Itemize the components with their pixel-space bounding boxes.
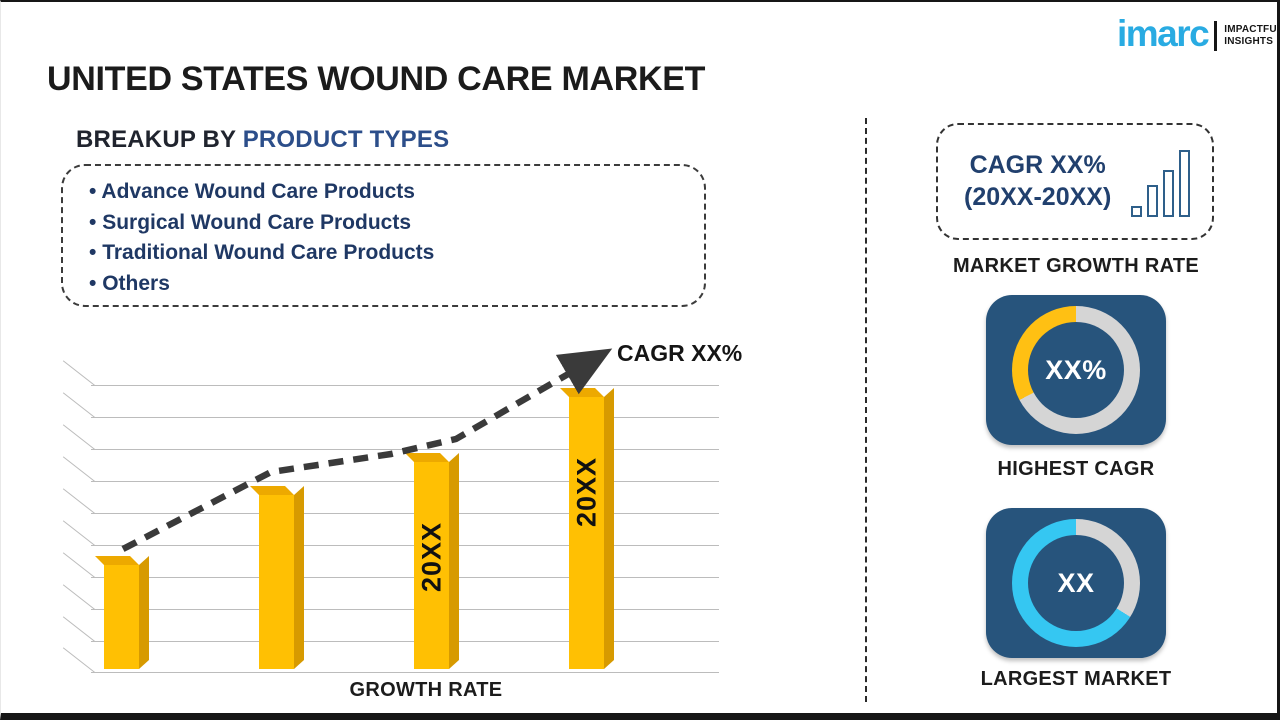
highest-cagr-donut: XX% (1012, 306, 1140, 434)
product-types-box: Advance Wound Care Products Surgical Wou… (61, 164, 706, 307)
list-item: Others (89, 269, 704, 300)
logo-tagline-line2: INSIGHTS (1224, 35, 1274, 47)
growth-rate-chart: 20XX 20XX (37, 342, 741, 702)
gridline (91, 545, 719, 546)
growth-box-line2: (20XX-20XX) (964, 182, 1112, 211)
list-item: Surgical Wound Care Products (89, 208, 704, 239)
section-heading: BREAKUP BY PRODUCT TYPES (76, 126, 449, 154)
gridline (91, 641, 719, 642)
imarc-logo-wordmark: imarc (1117, 13, 1210, 54)
highest-cagr-value: XX% (1045, 354, 1107, 385)
gridline (91, 417, 719, 418)
largest-market-value: XX (1057, 567, 1095, 598)
gridline (91, 609, 719, 610)
largest-market-tile: XX (986, 508, 1166, 658)
logo-divider (1214, 20, 1218, 51)
growth-box-text: CAGR XX% (20XX-20XX) (964, 150, 1111, 213)
section-heading-highlight: PRODUCT TYPES (242, 126, 450, 153)
largest-market-donut: XX (1012, 519, 1140, 647)
x-axis-label: GROWTH RATE (349, 679, 503, 701)
icon-bar (1131, 205, 1142, 217)
gridline (91, 672, 719, 673)
market-growth-rate-box: CAGR XX% (20XX-20XX) (936, 123, 1214, 240)
cagr-annotation: CAGR XX% (617, 340, 743, 366)
highest-cagr-tile: XX% (986, 295, 1166, 445)
trend-arrow (121, 348, 613, 552)
market-growth-rate-caption: MARKET GROWTH RATE (952, 255, 1200, 277)
gridline (91, 385, 719, 386)
logo-tagline: IMPACTFUL INSIGHTS (1224, 24, 1280, 47)
icon-bar (1163, 169, 1174, 217)
rising-bar-chart-icon (1131, 147, 1190, 217)
section-heading-prefix: BREAKUP BY (76, 126, 243, 153)
icon-bar (1179, 149, 1190, 217)
largest-market-caption: LARGEST MARKET (980, 668, 1172, 690)
bar-front-face: 20XX (414, 462, 449, 669)
page-title: UNITED STATES WOUND CARE MARKET (47, 60, 706, 98)
list-item: Advance Wound Care Products (89, 177, 704, 208)
list-item: Traditional Wound Care Products (89, 238, 704, 269)
growth-box-line1: CAGR XX% (969, 151, 1106, 180)
icon-bar (1147, 184, 1158, 217)
gridline (91, 513, 719, 514)
gridline (91, 577, 719, 578)
imarc-logo: imarc IMPACTFUL INSIGHTS (1117, 15, 1280, 56)
bar-front-face: 20XX (569, 397, 604, 669)
logo-tagline-line1: IMPACTFUL (1224, 24, 1280, 35)
bar-front-face (104, 565, 139, 669)
panel-divider (865, 118, 867, 702)
bar-front-face (259, 495, 294, 669)
gridline (91, 481, 719, 482)
highest-cagr-caption: HIGHEST CAGR (997, 458, 1155, 480)
